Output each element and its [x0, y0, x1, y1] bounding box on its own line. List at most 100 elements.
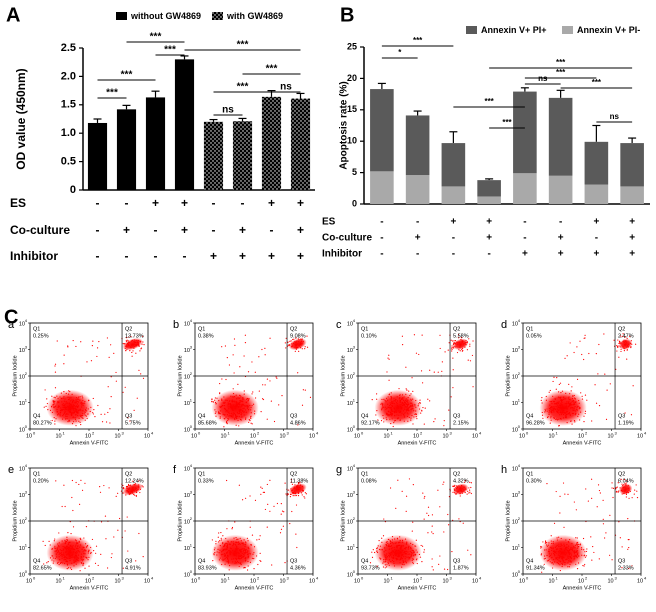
event-dot — [598, 344, 599, 345]
event-dot — [412, 560, 413, 561]
event-dot — [613, 488, 614, 489]
event-dot — [396, 409, 397, 410]
event-dot — [415, 407, 416, 408]
event-dot — [594, 384, 595, 385]
plot-label: d — [501, 319, 507, 331]
event-dot — [283, 526, 284, 527]
x-tick-base: 10 — [114, 578, 120, 584]
event-dot — [70, 533, 71, 534]
event-dot — [617, 346, 618, 347]
event-dot — [467, 341, 468, 342]
event-dot — [235, 555, 236, 556]
event-dot — [631, 344, 632, 345]
event-dot — [250, 418, 251, 419]
y-tick-label: 2.5 — [61, 42, 76, 54]
event-dot — [632, 497, 633, 498]
quadrant-percent: 83.93% — [198, 565, 217, 571]
x-tick-base: 10 — [607, 578, 613, 584]
event-dot — [573, 556, 574, 557]
event-dot — [415, 546, 416, 547]
event-dot — [560, 546, 561, 547]
event-dot — [132, 350, 133, 351]
condition-sign: + — [239, 223, 246, 237]
quadrant-name: Q4 — [33, 413, 40, 419]
quadrant-percent: 2.47% — [618, 333, 634, 339]
event-dot — [452, 492, 453, 493]
event-dot — [568, 397, 569, 398]
event-dot — [53, 404, 54, 405]
event-dot — [81, 563, 82, 564]
event-dot — [240, 406, 241, 407]
event-dot — [556, 537, 557, 538]
event-dot — [463, 487, 464, 488]
event-dot — [567, 355, 568, 356]
event-dot — [92, 412, 93, 413]
event-dot — [241, 405, 242, 406]
x-tick-base: 10 — [114, 433, 120, 439]
event-dot — [555, 551, 556, 552]
event-dot — [239, 558, 240, 559]
event-dot — [540, 546, 541, 547]
event-dot — [66, 418, 67, 419]
event-dot — [296, 344, 297, 345]
event-dot — [84, 553, 85, 554]
event-dot — [302, 494, 303, 495]
event-dot — [257, 564, 258, 565]
event-dot — [238, 556, 239, 557]
event-dot — [555, 403, 556, 404]
event-dot — [301, 341, 302, 342]
event-dot — [618, 345, 619, 346]
event-dot — [564, 562, 565, 563]
event-dot — [100, 554, 101, 555]
event-dot — [239, 416, 240, 417]
event-dot — [557, 539, 558, 540]
event-dot — [131, 490, 132, 491]
event-dot — [103, 485, 104, 486]
legend-swatch — [562, 26, 573, 34]
event-dot — [575, 414, 576, 415]
event-dot — [106, 421, 107, 422]
event-dot — [546, 396, 547, 397]
event-dot — [231, 528, 232, 529]
x-tick-base: 10 — [309, 433, 315, 439]
event-dot — [623, 493, 624, 494]
event-dot — [558, 554, 559, 555]
quadrant-name: Q2 — [453, 471, 460, 477]
quadrant-name: Q2 — [290, 326, 297, 332]
event-dot — [70, 546, 71, 547]
event-dot — [398, 542, 399, 543]
event-dot — [243, 404, 244, 405]
event-dot — [273, 506, 274, 507]
event-dot — [404, 401, 405, 402]
event-dot — [214, 400, 215, 401]
event-dot — [271, 564, 272, 565]
event-dot — [214, 549, 215, 550]
event-dot — [397, 396, 398, 397]
event-dot — [245, 567, 246, 568]
condition-sign: + — [629, 233, 635, 244]
event-dot — [458, 518, 459, 519]
event-dot — [398, 388, 399, 389]
event-dot — [410, 399, 411, 400]
event-dot — [452, 358, 453, 359]
event-dot — [439, 506, 440, 507]
event-dot — [302, 486, 303, 487]
event-dot — [298, 495, 299, 496]
event-dot — [548, 551, 549, 552]
event-dot — [562, 411, 563, 412]
event-dot — [451, 551, 452, 552]
event-dot — [567, 555, 568, 556]
event-dot — [58, 532, 59, 533]
event-dot — [581, 549, 582, 550]
event-dot — [67, 345, 68, 346]
event-dot — [416, 414, 417, 415]
event-dot — [434, 418, 435, 419]
event-dot — [72, 423, 73, 424]
quadrant-name: Q3 — [618, 558, 625, 564]
event-dot — [399, 551, 400, 552]
event-dot — [390, 408, 391, 409]
event-dot — [551, 557, 552, 558]
event-dot — [243, 548, 244, 549]
event-dot — [215, 411, 216, 412]
event-dot — [546, 483, 547, 484]
